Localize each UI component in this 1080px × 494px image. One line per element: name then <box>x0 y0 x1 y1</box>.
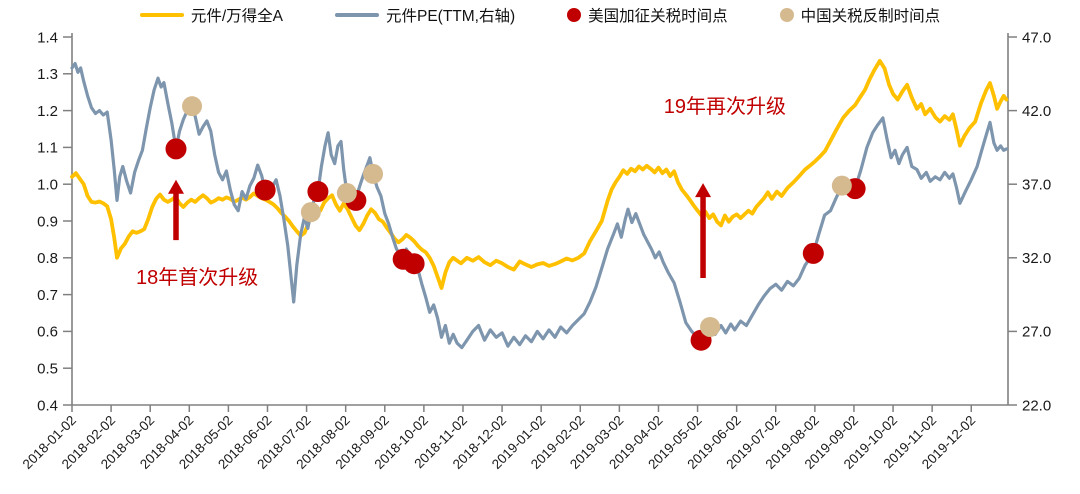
right-axis-label: 27.0 <box>1022 324 1051 341</box>
right-axis-label: 22.0 <box>1022 397 1051 414</box>
cn-tariff-dot <box>363 163 384 184</box>
left-axis-label: 1.4 <box>37 29 58 46</box>
left-axis-label: 0.4 <box>37 397 58 414</box>
right-axis-label: 32.0 <box>1022 250 1051 267</box>
cn-tariff-dot <box>831 175 852 196</box>
cn-tariff-dot <box>336 183 357 204</box>
annotation-arrow-head <box>695 183 712 198</box>
left-axis-label: 1.1 <box>37 140 58 157</box>
chart-legend: 元件/万得全A 元件PE(TTM,右轴) 美国加征关税时间点 中国关税反制时间点 <box>0 4 1080 26</box>
us-tariff-dot <box>802 242 824 264</box>
legend-label: 中国关税反制时间点 <box>800 8 941 25</box>
cn-tariff-dot <box>182 96 203 117</box>
right-axis-label: 37.0 <box>1022 176 1051 193</box>
left-axis-label: 1.2 <box>37 103 58 120</box>
legend-label: 元件/万得全A <box>190 8 283 25</box>
line-swatch-icon <box>139 13 184 17</box>
annotation-text-2018: 18年首次升级 <box>136 266 258 289</box>
legend-pe-series: 元件PE(TTM,右轴) <box>334 4 516 26</box>
us-tariff-dot <box>307 181 329 203</box>
right-axis-label: 47.0 <box>1022 29 1051 46</box>
left-axis-label: 0.5 <box>37 360 58 377</box>
legend-ratio-series: 元件/万得全A <box>139 4 283 26</box>
line-swatch-icon <box>334 13 379 17</box>
legend-label: 美国加征关税时间点 <box>588 8 728 25</box>
ratio-line-series <box>70 59 1009 290</box>
us-tariff-dot <box>403 253 425 275</box>
pe-line-series <box>70 61 1009 350</box>
right-axis-label: 42.0 <box>1022 103 1051 120</box>
cn-tariff-dot <box>700 316 721 337</box>
annotation-text-2019: 19年再次升级 <box>664 95 786 118</box>
left-axis-label: 0.6 <box>37 324 58 341</box>
left-axis-label: 0.7 <box>37 287 58 304</box>
left-axis-label: 1.3 <box>37 66 58 83</box>
cn-tariff-dot <box>300 202 321 223</box>
us-tariff-dot <box>254 179 276 201</box>
annotation-arrow-head <box>168 179 184 194</box>
legend-cn-tariff: 中国关税反制时间点 <box>779 4 941 26</box>
left-axis-label: 0.8 <box>37 250 58 267</box>
left-axis-label: 0.9 <box>37 213 58 230</box>
left-axis-label: 1.0 <box>37 176 58 193</box>
us-tariff-dot <box>165 138 187 160</box>
dot-swatch-icon <box>779 8 794 22</box>
legend-label: 元件PE(TTM,右轴) <box>385 8 516 25</box>
legend-us-tariff: 美国加征关税时间点 <box>567 4 728 26</box>
dot-swatch-icon <box>567 8 582 22</box>
